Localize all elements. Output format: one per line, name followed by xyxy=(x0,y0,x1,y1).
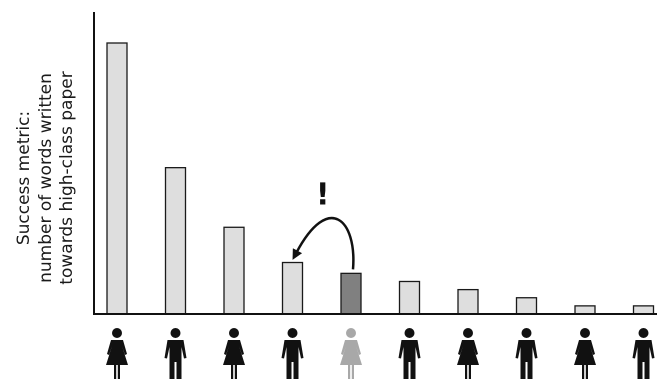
bar-5 xyxy=(340,272,362,315)
person-8-male-icon xyxy=(515,328,538,379)
bar-1 xyxy=(106,42,128,315)
person-6-male-icon xyxy=(398,328,421,379)
y-axis-label-line-3: towards high-class paper xyxy=(57,71,77,284)
bar-8 xyxy=(515,297,538,315)
bar-2 xyxy=(164,167,187,315)
person-10-male-icon xyxy=(632,328,655,379)
person-3-female-icon xyxy=(223,328,245,379)
person-4-male-icon xyxy=(281,328,304,379)
person-5-female-icon xyxy=(340,328,362,379)
y-axis-label: Success metric: number of words written … xyxy=(14,71,77,284)
annotation-exclamation: ! xyxy=(316,178,330,213)
person-2-male-icon xyxy=(164,328,187,379)
person-7-female-icon xyxy=(457,328,479,379)
bar-4 xyxy=(281,261,304,315)
people-figures xyxy=(106,328,655,379)
y-axis-label-line-1: Success metric: xyxy=(14,111,34,245)
bar-6 xyxy=(398,280,421,315)
bars-group xyxy=(106,42,655,315)
y-axis-label-line-2: number of words written xyxy=(36,73,56,283)
person-1-female-icon xyxy=(106,328,128,379)
person-9-female-icon xyxy=(574,328,596,379)
bar-10 xyxy=(632,305,655,315)
transfer-arrow xyxy=(292,216,355,270)
bar-7 xyxy=(457,288,479,315)
bar-3 xyxy=(223,226,245,315)
bar-9 xyxy=(574,305,596,315)
